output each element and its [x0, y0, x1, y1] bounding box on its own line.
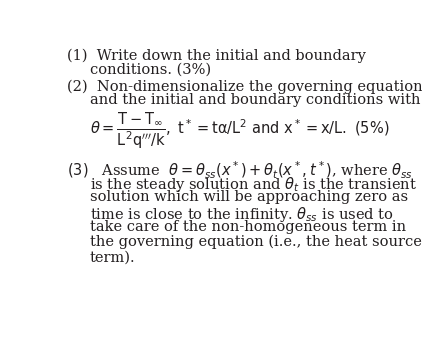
- Text: term).: term).: [90, 250, 135, 264]
- Text: take care of the non-homogeneous term in: take care of the non-homogeneous term in: [90, 220, 406, 234]
- Text: and the initial and boundary conditions with: and the initial and boundary conditions …: [90, 93, 420, 107]
- Text: $\theta = \dfrac{\mathrm{T} - \mathrm{T}_{\infty}}{\mathrm{L}^2\mathrm{q'''/k}}$: $\theta = \dfrac{\mathrm{T} - \mathrm{T}…: [90, 110, 390, 151]
- Text: solution which will be approaching zero as: solution which will be approaching zero …: [90, 190, 408, 204]
- Text: $(3)$   Assume  $\theta = \theta_{ss}(x^*)+\theta_t(x^*,t^*)$, where $\theta_{ss: $(3)$ Assume $\theta = \theta_{ss}(x^*)+…: [67, 160, 413, 181]
- Text: the governing equation (i.e., the heat source: the governing equation (i.e., the heat s…: [90, 235, 422, 249]
- Text: conditions. (3%): conditions. (3%): [90, 63, 211, 76]
- Text: (1)  Write down the initial and boundary: (1) Write down the initial and boundary: [67, 48, 365, 63]
- Text: is the steady solution and $\theta_t$ is the transient: is the steady solution and $\theta_t$ is…: [90, 175, 417, 194]
- Text: time is close to the infinity. $\theta_{ss}$ is used to: time is close to the infinity. $\theta_{…: [90, 205, 394, 224]
- Text: (2)  Non-dimensionalize the governing equation: (2) Non-dimensionalize the governing equ…: [67, 79, 422, 94]
